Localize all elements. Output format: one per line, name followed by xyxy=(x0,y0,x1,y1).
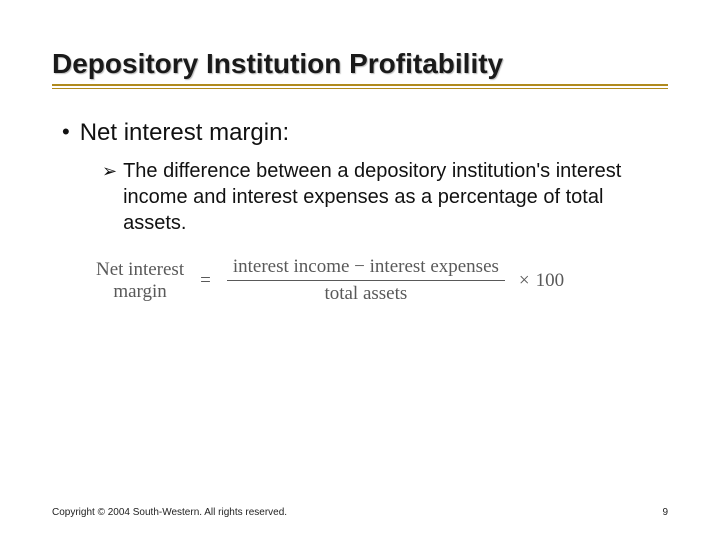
times-symbol: × xyxy=(519,270,530,292)
bullet-dot-icon: • xyxy=(62,118,70,146)
formula-numerator: interest income − interest expenses xyxy=(227,256,505,280)
bullet-level2: ➢ The difference between a depository in… xyxy=(102,158,668,236)
formula-times: × 100 xyxy=(519,270,564,292)
bullet-level2-text: The difference between a depository inst… xyxy=(123,158,668,236)
formula-fraction: interest income − interest expenses tota… xyxy=(227,256,505,305)
slide-title: Depository Institution Profitability xyxy=(52,48,668,80)
copyright-footer: Copyright © 2004 South-Western. All righ… xyxy=(52,507,287,518)
formula-lhs-bottom: margin xyxy=(113,281,166,303)
equals-sign: = xyxy=(200,270,211,292)
formula-denominator: total assets xyxy=(318,281,413,305)
page-number: 9 xyxy=(662,507,668,518)
title-underline xyxy=(52,84,668,90)
bullet-level1: • Net interest margin: xyxy=(62,118,668,148)
formula-hundred: 100 xyxy=(536,270,565,292)
bullet-level1-text: Net interest margin: xyxy=(80,118,289,148)
formula: Net interest margin = interest income − … xyxy=(96,256,668,305)
arrow-bullet-icon: ➢ xyxy=(102,158,117,184)
formula-lhs-top: Net interest xyxy=(96,259,184,281)
formula-lhs: Net interest margin xyxy=(96,259,184,303)
